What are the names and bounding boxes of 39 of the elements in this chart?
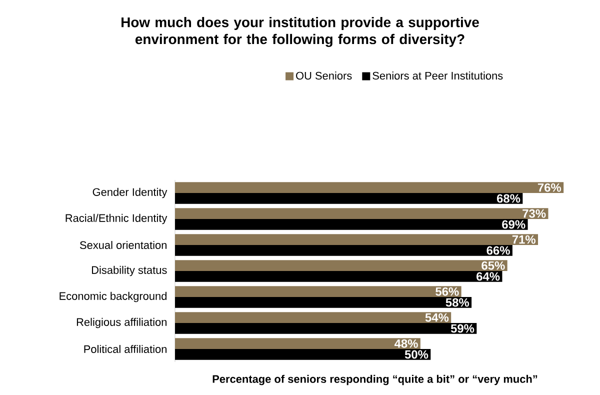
x-axis-title: Percentage of seniors responding “quite a bit” or “very much” <box>212 374 538 386</box>
bar <box>175 312 452 323</box>
data-label: 66% <box>486 246 510 255</box>
bar <box>175 208 548 219</box>
y-tick-label: Sexual orientation <box>80 240 166 250</box>
bar <box>175 271 502 282</box>
data-label: 50% <box>404 350 428 359</box>
data-label: 64% <box>476 272 500 281</box>
y-tick-label: Gender Identity <box>92 188 168 198</box>
bar <box>175 349 431 360</box>
data-label: 65% <box>482 261 505 270</box>
legend-label: OU Seniors <box>296 72 352 80</box>
y-tick-label: Political affiliation <box>84 344 166 354</box>
bar <box>175 234 538 245</box>
data-label: 59% <box>450 324 474 333</box>
legend-label: Seniors at Peer Institutions <box>372 72 503 80</box>
y-tick-label: Racial/Ethnic Identity <box>66 214 168 224</box>
bar <box>175 286 462 297</box>
bar <box>175 193 523 204</box>
bar <box>175 323 477 334</box>
data-label: 73% <box>522 209 546 218</box>
bar <box>175 182 564 194</box>
y-tick-label: Economic background <box>60 292 166 302</box>
data-label: 56% <box>436 287 459 296</box>
chart-title: How much does your institution provide a supportive environment for the following forms of diversity? <box>122 16 479 47</box>
y-tick-label: Religious affiliation <box>76 318 166 328</box>
data-label: 58% <box>446 298 470 307</box>
data-label: 71% <box>512 235 536 244</box>
bar <box>175 297 472 308</box>
data-label: 76% <box>538 183 562 192</box>
bar <box>175 338 420 349</box>
data-label: 68% <box>496 194 520 203</box>
bar <box>175 260 508 271</box>
data-label: 48% <box>394 339 418 348</box>
bar <box>175 219 528 230</box>
data-label: 69% <box>502 220 526 229</box>
y-tick-label: Disability status <box>92 266 167 276</box>
data-label: 54% <box>425 313 449 322</box>
bar <box>175 245 512 256</box>
